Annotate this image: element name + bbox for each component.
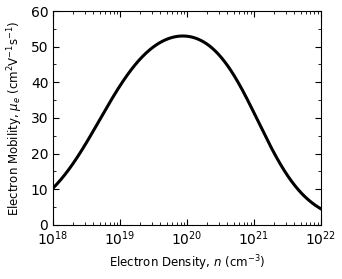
Y-axis label: Electron Mobility, $\mu_e$ (cm$^2$V$^{-1}$s$^{-1}$): Electron Mobility, $\mu_e$ (cm$^2$V$^{-1… — [5, 20, 25, 216]
X-axis label: Electron Density, $n$ (cm$^{-3}$): Electron Density, $n$ (cm$^{-3}$) — [109, 254, 265, 273]
